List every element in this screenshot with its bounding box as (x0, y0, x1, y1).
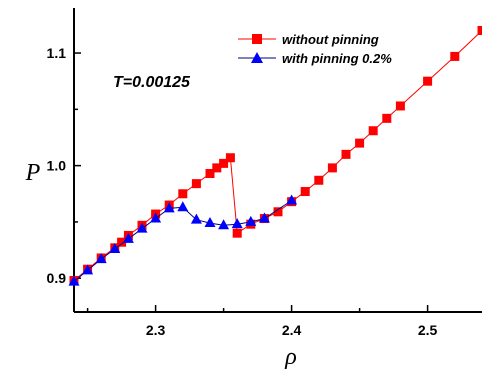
plot-frame (73, 8, 482, 313)
data-point-without-pinning (205, 169, 215, 179)
data-point-with-pinning (95, 253, 107, 264)
data-point-with-pinning (109, 242, 121, 253)
data-point-without-pinning (219, 158, 229, 168)
data-point-with-pinning (231, 218, 243, 229)
y-tick-label: 1.0 (47, 158, 67, 174)
data-point-without-pinning (225, 153, 235, 163)
x-tick-label: 2.3 (146, 322, 166, 338)
data-point-without-pinning (273, 207, 283, 217)
data-point-with-pinning (190, 213, 202, 224)
x-tick-label: 2.4 (282, 322, 302, 338)
data-point-without-pinning (423, 76, 433, 86)
data-point-without-pinning (300, 187, 310, 197)
data-point-with-pinning (150, 212, 162, 223)
data-point-without-pinning (368, 126, 378, 136)
data-point-without-pinning (395, 101, 405, 111)
data-point-with-pinning (218, 219, 230, 230)
data-point-with-pinning (258, 212, 270, 223)
data-point-without-pinning (327, 163, 337, 173)
temperature-annotation: T=0.00125 (113, 74, 191, 91)
x-axis-label: ρ (284, 344, 297, 369)
data-point-with-pinning (245, 215, 257, 226)
data-point-with-pinning (163, 202, 175, 213)
data-point-with-pinning (204, 217, 216, 228)
data-point-without-pinning (477, 26, 482, 36)
data-point-without-pinning (450, 51, 460, 61)
data-point-without-pinning (117, 237, 127, 247)
data-point-without-pinning (178, 189, 188, 199)
legend-label-with-pinning: with pinning 0.2% (282, 51, 392, 66)
series-line-without-pinning (73, 30, 482, 281)
data-point-with-pinning (136, 222, 148, 233)
data-point-without-pinning (232, 228, 242, 238)
data-point-with-pinning (122, 232, 134, 243)
axis-tick-labels: 2.3 2.4 2.5 0.9 1.0 1.1 (47, 45, 438, 338)
legend-marker-with-pinning (251, 52, 263, 63)
data-point-without-pinning (191, 179, 201, 189)
y-tick-label: 1.1 (47, 45, 67, 61)
data-point-with-pinning (68, 275, 80, 286)
data-point-with-pinning (286, 194, 298, 205)
legend-label-without-pinning: without pinning (282, 32, 379, 47)
legend: without pinning with pinning 0.2% (238, 32, 392, 66)
data-point-without-pinning (314, 175, 324, 185)
legend-marker-without-pinning (252, 34, 262, 44)
y-axis-label: P (25, 160, 41, 186)
data-point-without-pinning (382, 113, 392, 123)
series-layer (68, 26, 482, 286)
data-point-without-pinning (355, 138, 365, 148)
data-point-without-pinning (212, 163, 222, 173)
series-line-with-pinning (73, 200, 292, 282)
y-tick-label: 0.9 (47, 270, 67, 286)
data-point-with-pinning (177, 201, 189, 212)
data-point-with-pinning (82, 264, 94, 275)
x-tick-label: 2.5 (418, 322, 438, 338)
data-point-without-pinning (341, 149, 351, 159)
